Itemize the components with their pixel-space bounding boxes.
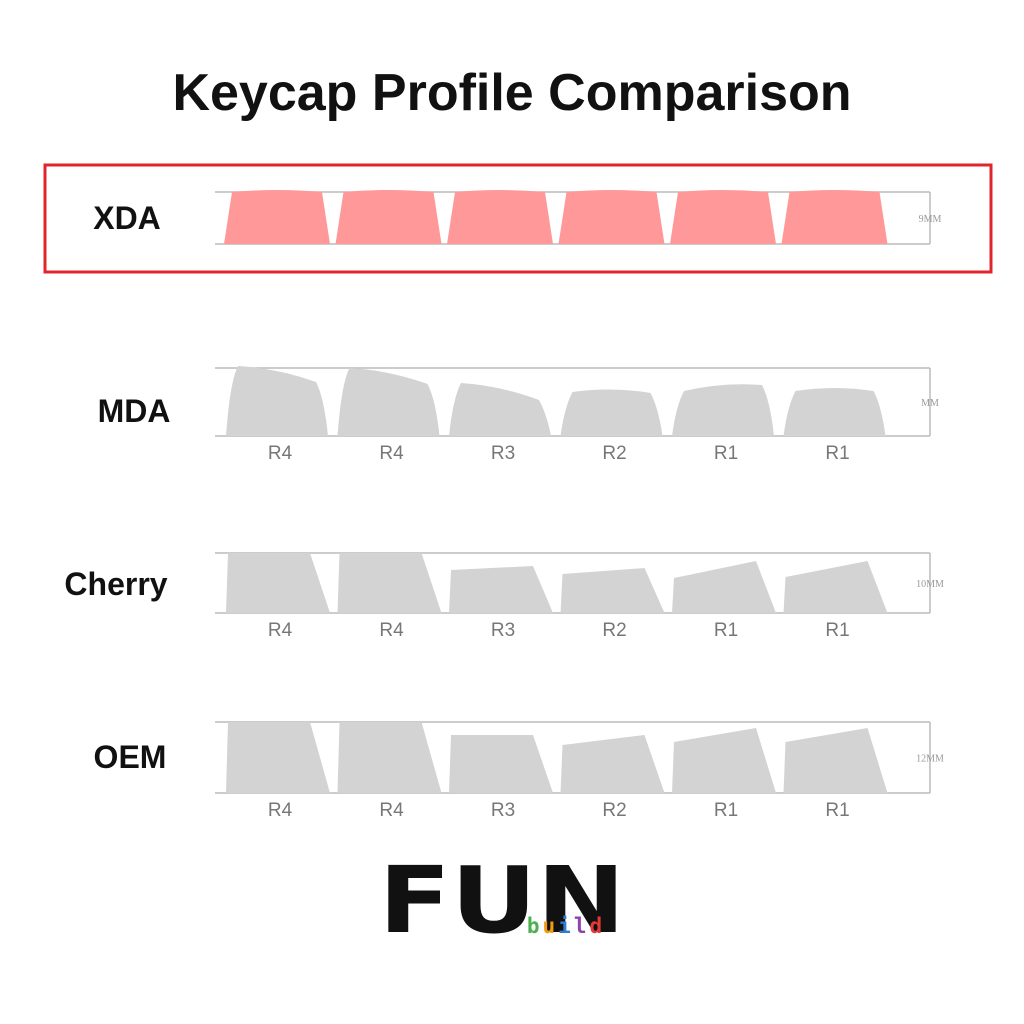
keycap — [449, 735, 553, 793]
row-label: R3 — [491, 620, 515, 641]
keycap — [783, 388, 886, 436]
keycap — [558, 190, 665, 244]
keycap — [672, 561, 776, 613]
profile-name: Cherry — [64, 566, 167, 602]
row-label: R4 — [268, 800, 293, 821]
row-label: R2 — [602, 800, 626, 821]
keycap — [224, 190, 330, 244]
height-label: MM — [921, 398, 939, 409]
keycap — [226, 722, 330, 793]
keycap — [783, 561, 888, 613]
row-label: R4 — [268, 443, 293, 464]
keycap — [449, 383, 551, 436]
keycap — [560, 735, 665, 793]
keycap — [560, 389, 663, 436]
profiles: XDA 9MM MDA MM R4 R4 R3 R2 R1 R1 Cherry 10MM R4 R4 R3 R… — [64, 190, 944, 821]
title: Keycap Profile Comparison — [172, 64, 851, 122]
row-label: R1 — [825, 620, 849, 641]
profile-name: XDA — [93, 200, 161, 236]
row-label: R4 — [268, 620, 293, 641]
profile-name: OEM — [94, 739, 167, 775]
row-label: R1 — [825, 443, 849, 464]
logo-mark: FUN — [379, 848, 626, 955]
height-label: 10MM — [916, 579, 944, 590]
keycap — [447, 190, 553, 244]
keycap — [226, 553, 330, 613]
height-label: 12MM — [916, 754, 944, 765]
profile-name: MDA — [98, 393, 171, 429]
keycap — [672, 384, 774, 436]
row-label: R1 — [714, 443, 738, 464]
logo: FUN build — [379, 848, 626, 955]
keycap — [337, 368, 440, 436]
height-label: 9MM — [919, 214, 942, 225]
row-label: R2 — [602, 620, 626, 641]
keycap — [781, 190, 888, 244]
row-label: R4 — [379, 443, 404, 464]
row-label: R3 — [491, 443, 515, 464]
row-label: R2 — [602, 443, 626, 464]
row-label: R4 — [379, 620, 404, 641]
keycap — [783, 728, 888, 793]
highlight-box — [43, 163, 993, 274]
keycap — [449, 566, 553, 613]
row-label: R3 — [491, 800, 515, 821]
keycap — [337, 722, 442, 793]
row-label: R1 — [714, 800, 738, 821]
keycap — [560, 568, 665, 613]
keycap — [335, 190, 442, 244]
keycap — [337, 553, 442, 613]
logo-sub: build — [527, 914, 605, 938]
row-label: R4 — [379, 800, 404, 821]
keycap — [672, 728, 776, 793]
row-label: R1 — [714, 620, 738, 641]
keycap — [226, 366, 328, 436]
keycap — [670, 190, 776, 244]
row-label: R1 — [825, 800, 849, 821]
